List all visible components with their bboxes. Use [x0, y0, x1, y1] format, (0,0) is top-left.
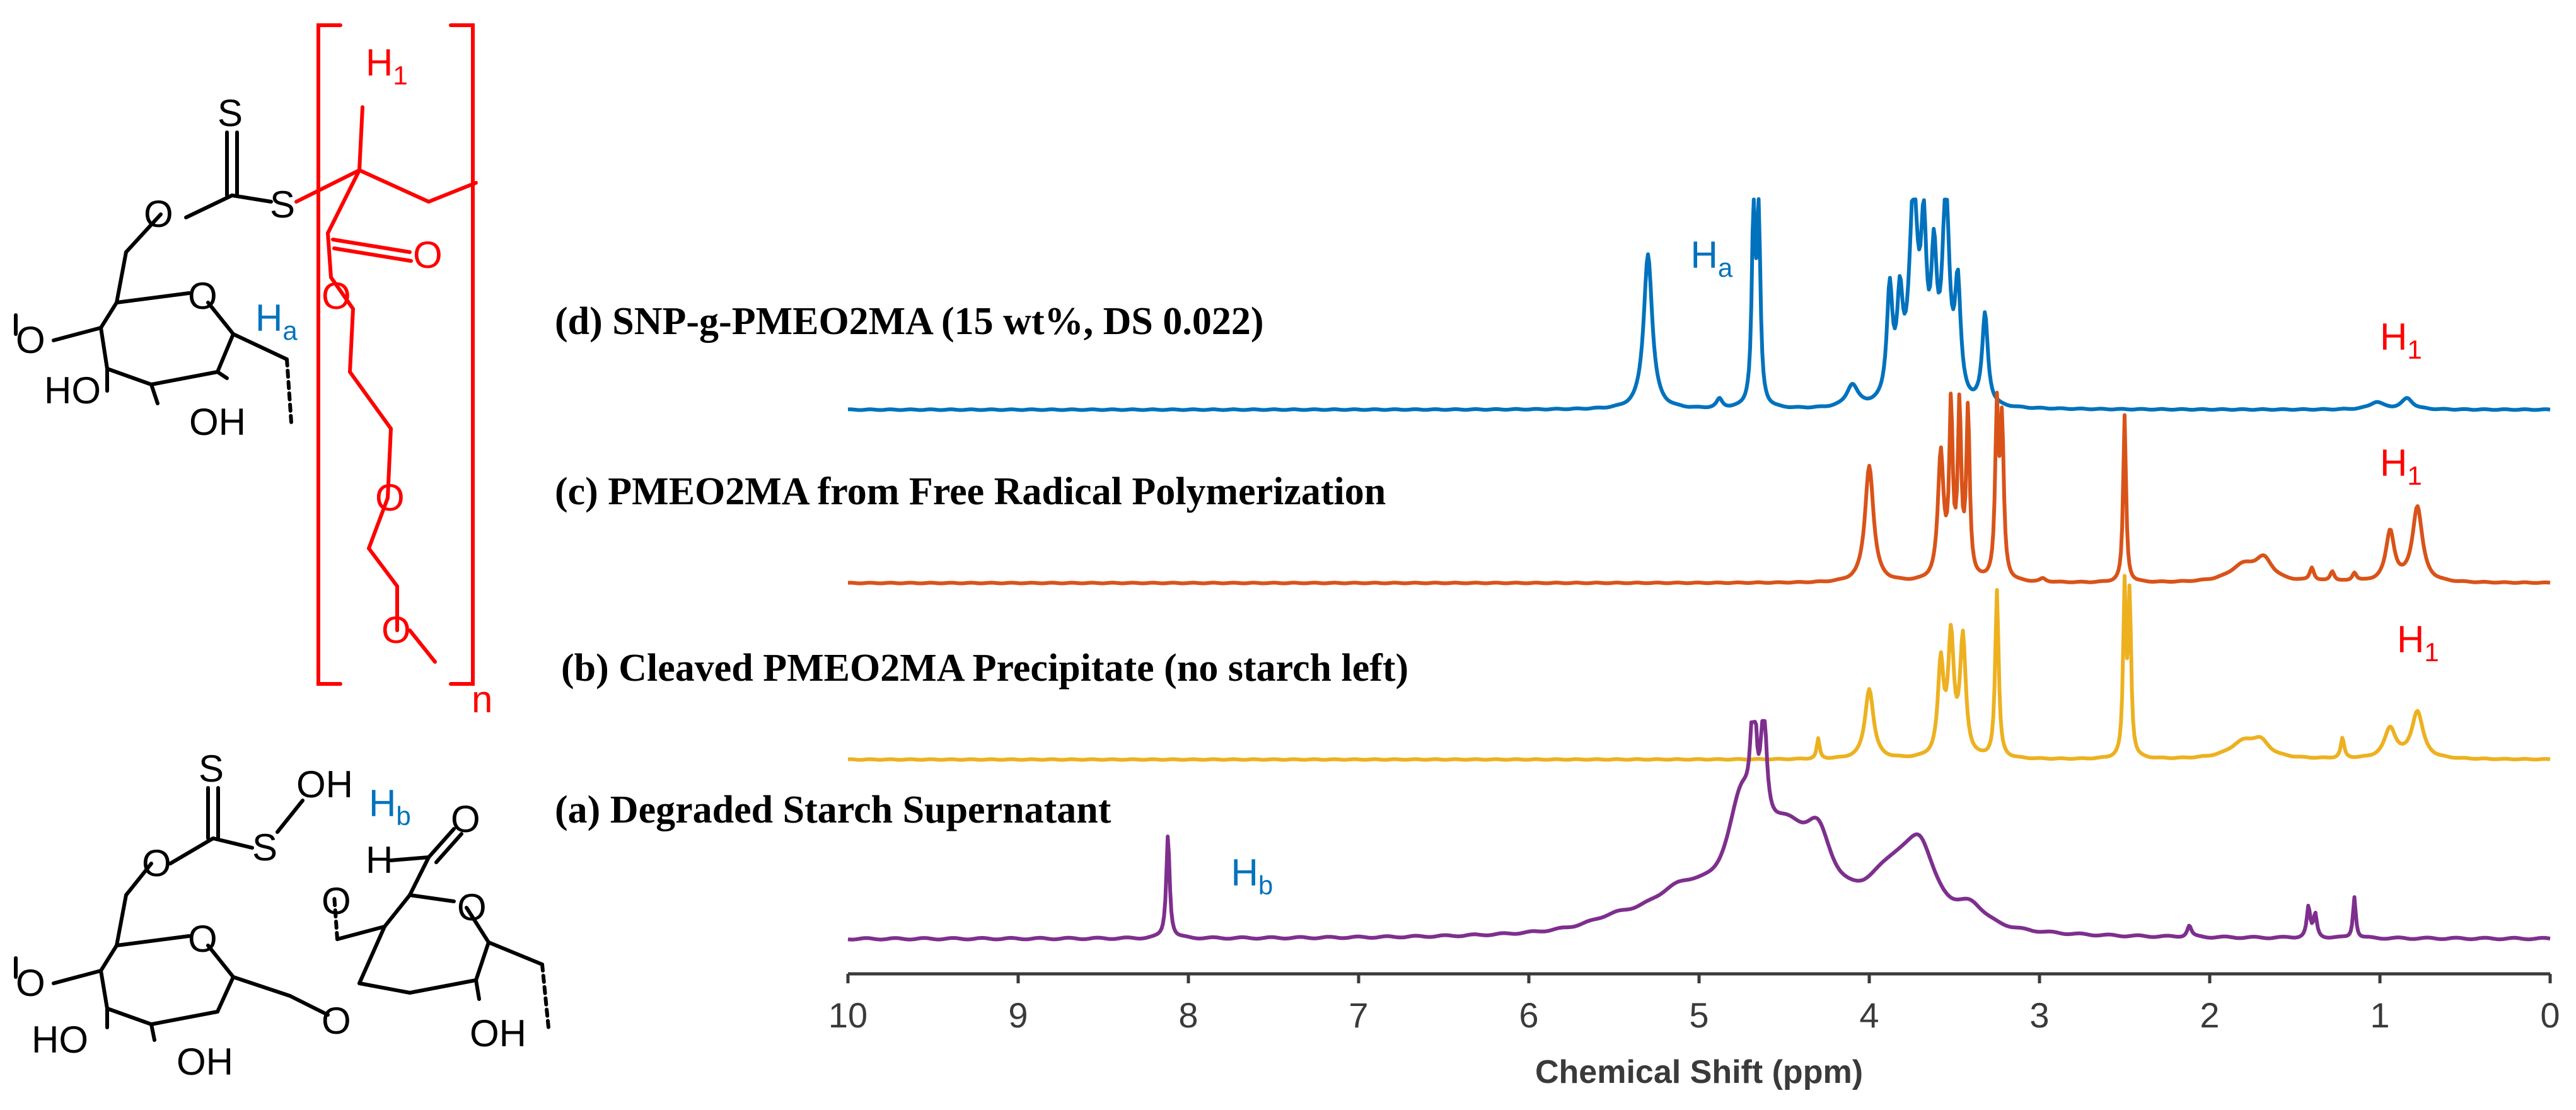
atom-oh-mid-b: OH — [177, 1041, 233, 1083]
atom-o-ring: O — [188, 275, 218, 317]
atom-ho-left: HO — [44, 369, 101, 412]
top-structure-labels: S S O O O HO OH Ha O O O O H1 n — [16, 42, 492, 720]
atom-o-left2-b: O — [322, 880, 351, 922]
trace-label-c: (c) PMEO2MA from Free Radical Polymeriza… — [555, 470, 1386, 513]
x-tick-label-4: 4 — [1859, 995, 1879, 1035]
atom-s-thione-b: S — [199, 748, 224, 790]
atom-o-ether: O — [375, 477, 405, 519]
atom-o-ester-polymer: O — [322, 275, 351, 317]
atom-oh-sulf-b: OH — [296, 763, 353, 806]
x-tick-label-5: 5 — [1689, 995, 1709, 1035]
spectrum-trace-d — [847, 197, 2551, 412]
x-tick-label-10: 10 — [828, 995, 867, 1035]
spectrum-trace-a — [847, 719, 2551, 942]
trace-label-a: (a) Degraded Starch Supernatant — [555, 789, 1111, 831]
x-tick-label-2: 2 — [2200, 995, 2219, 1035]
atom-o-ester: O — [144, 193, 173, 235]
atom-oh-bottom: OH — [189, 401, 246, 443]
nmr-spectra — [847, 197, 2551, 942]
atom-o-left-b: O — [16, 962, 45, 1004]
peak-label-d-H1: H1 — [2380, 316, 2422, 364]
repeat-subscript-n: n — [472, 678, 492, 720]
peak-label-a-Hb: Hb — [1231, 852, 1273, 900]
atom-h-ald-b: H — [366, 839, 393, 881]
proton-label-hb-structure: Hb — [369, 782, 411, 831]
atom-s-thione: S — [218, 92, 243, 134]
atom-o-methoxy: O — [381, 609, 411, 651]
x-axis: 10 9 8 7 6 5 4 3 2 1 0 Chemical Shift (ppm) — [828, 972, 2560, 1090]
atom-o-glyco-b: O — [322, 1000, 351, 1042]
atom-o-ald-b: O — [451, 798, 480, 840]
spectrum-trace-c — [847, 390, 2551, 586]
trace-label-d: (d) SNP-g-PMEO2MA (15 wt%, DS 0.022) — [555, 300, 1264, 343]
atom-s-oh-b: S — [252, 826, 277, 869]
atom-ho-left-b: HO — [32, 1019, 88, 1061]
trace-labels: (d) SNP-g-PMEO2MA (15 wt%, DS 0.022) (c) … — [555, 300, 1408, 831]
x-tick-label-6: 6 — [1519, 995, 1538, 1035]
x-tick-label-7: 7 — [1349, 995, 1368, 1035]
atom-o-ring1-b: O — [188, 918, 218, 960]
atom-o-ring2-b: O — [457, 886, 487, 928]
peak-labels: Ha H1 H1 H1 Hb — [1231, 234, 2439, 900]
peak-label-c-H1: H1 — [2380, 442, 2422, 490]
x-axis-ticks: 10 9 8 7 6 5 4 3 2 1 0 — [828, 974, 2560, 1035]
atom-s-link: S — [270, 183, 295, 226]
peak-label-b-H1: H1 — [2397, 618, 2439, 667]
top-structure — [14, 23, 478, 686]
atom-o-left: O — [16, 319, 45, 361]
x-tick-label-9: 9 — [1008, 995, 1028, 1035]
x-tick-label-3: 3 — [2029, 995, 2049, 1035]
spectrum-trace-b — [847, 574, 2551, 762]
proton-label-h1-structure: H1 — [366, 42, 408, 90]
x-tick-label-0: 0 — [2540, 995, 2560, 1035]
proton-label-ha-structure: Ha — [255, 297, 298, 345]
bottom-structure-labels: S S OH O O O HO OH O O O OH H O Hb — [16, 748, 526, 1083]
x-tick-label-8: 8 — [1178, 995, 1198, 1035]
atom-o-carbonyl: O — [413, 234, 443, 276]
atom-oh-right-b: OH — [470, 1012, 526, 1055]
x-tick-label-1: 1 — [2370, 995, 2389, 1035]
x-axis-title: Chemical Shift (ppm) — [1535, 1054, 1863, 1090]
peak-label-d-Ha: Ha — [1691, 234, 1733, 282]
atom-o-ester-b: O — [142, 842, 171, 884]
trace-label-b: (b) Cleaved PMEO2MA Precipitate (no star… — [561, 647, 1408, 690]
bottom-structure — [14, 786, 550, 1042]
